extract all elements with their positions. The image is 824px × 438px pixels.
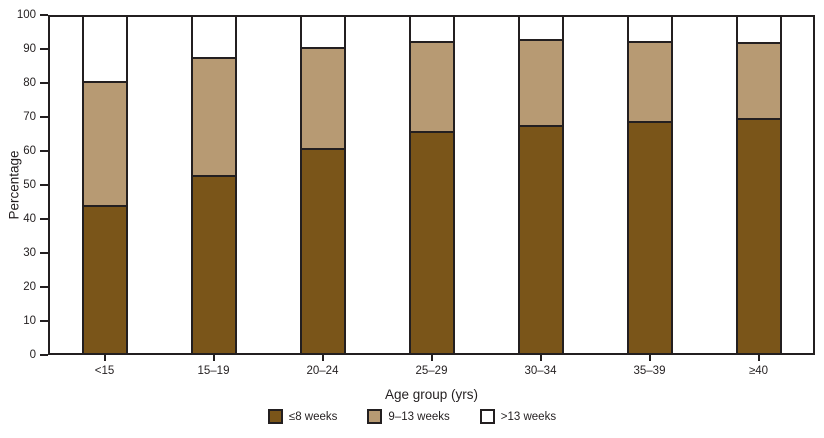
y-tick-label: 70: [23, 111, 36, 123]
y-tick-mark: [40, 320, 48, 322]
x-tick-label: 15–19: [197, 365, 230, 377]
x-axis-title: Age group (yrs): [384, 387, 479, 402]
bar-segment->13 weeks: [410, 17, 453, 41]
x-tick-mark: [321, 355, 324, 361]
bar-25–29: [408, 17, 455, 353]
bar-15–19: [190, 17, 237, 353]
x-tick-mark: [430, 355, 433, 361]
bar-20–24: [299, 17, 346, 353]
bar-segment->13 weeks: [192, 17, 235, 58]
x-tick-label: <15: [94, 365, 115, 377]
y-tick-label: 80: [23, 77, 36, 89]
y-tick-label: 90: [23, 43, 36, 55]
bar-35–39: [626, 17, 673, 353]
y-tick-label: 30: [23, 247, 36, 259]
x-tick-mark: [212, 355, 215, 361]
bar-<15: [81, 17, 128, 353]
bar-segment-≤8 weeks: [192, 174, 235, 353]
bar-segment-≤8 weeks: [301, 148, 344, 353]
bar-segment-9–13 weeks: [519, 38, 562, 125]
bar-segment-≤8 weeks: [628, 121, 671, 353]
y-tick-mark: [40, 354, 48, 356]
y-tick-mark: [40, 82, 48, 84]
legend-swatch-icon: [367, 409, 383, 424]
x-tick-label: 20–24: [306, 365, 339, 377]
bar-segment-9–13 weeks: [83, 80, 126, 206]
bar-segment-≤8 weeks: [737, 117, 780, 353]
legend-item-≤8 weeks: ≤8 weeks: [267, 409, 338, 424]
bar-≥40: [735, 17, 782, 353]
y-tick-label: 60: [23, 145, 36, 157]
bar-segment->13 weeks: [519, 17, 562, 39]
x-tick-mark: [539, 355, 542, 361]
y-tick-label: 50: [23, 179, 36, 191]
y-tick-mark: [40, 48, 48, 50]
bar-segment->13 weeks: [737, 17, 780, 43]
legend: ≤8 weeks 9–13 weeks >13 weeks: [0, 409, 824, 424]
x-tick-label: ≥40: [748, 365, 769, 377]
y-tick-mark: [40, 286, 48, 288]
plot-area: [48, 15, 815, 355]
bar-segment-9–13 weeks: [628, 40, 671, 122]
x-tick-mark: [648, 355, 651, 361]
bar-segment-9–13 weeks: [737, 42, 780, 118]
bar-segment->13 weeks: [628, 17, 671, 41]
legend-label: 9–13 weeks: [388, 410, 450, 423]
y-tick-mark: [40, 116, 48, 118]
legend-label: >13 weeks: [500, 410, 557, 423]
legend-swatch-icon: [479, 409, 495, 424]
y-tick-label: 20: [23, 281, 36, 293]
x-tick-label: 30–34: [524, 365, 557, 377]
legend-label: ≤8 weeks: [288, 410, 338, 423]
bar-segment-9–13 weeks: [410, 40, 453, 132]
bar-30–34: [517, 17, 564, 353]
bar-segment-9–13 weeks: [301, 47, 344, 149]
y-tick-label: 0: [29, 349, 36, 361]
y-tick-label: 100: [16, 9, 36, 21]
y-tick-mark: [40, 184, 48, 186]
y-tick-mark: [40, 14, 48, 16]
legend-item-9–13 weeks: 9–13 weeks: [367, 409, 450, 424]
y-tick-mark: [40, 218, 48, 220]
x-tick-label: 25–29: [415, 365, 448, 377]
x-tick-mark: [757, 355, 760, 361]
y-tick-mark: [40, 150, 48, 152]
y-tick-mark: [40, 252, 48, 254]
bar-segment-9–13 weeks: [192, 57, 235, 175]
y-tick-label: 40: [23, 213, 36, 225]
bar-segment->13 weeks: [83, 17, 126, 81]
y-tick-label: 10: [23, 315, 36, 327]
bar-segment-≤8 weeks: [519, 124, 562, 353]
bar-segment-≤8 weeks: [83, 205, 126, 353]
x-tick-label: 35–39: [633, 365, 666, 377]
bar-segment-≤8 weeks: [410, 131, 453, 353]
legend-item->13 weeks: >13 weeks: [479, 409, 557, 424]
legend-swatch-icon: [267, 409, 283, 424]
bar-segment->13 weeks: [301, 17, 344, 48]
x-tick-mark: [103, 355, 106, 361]
